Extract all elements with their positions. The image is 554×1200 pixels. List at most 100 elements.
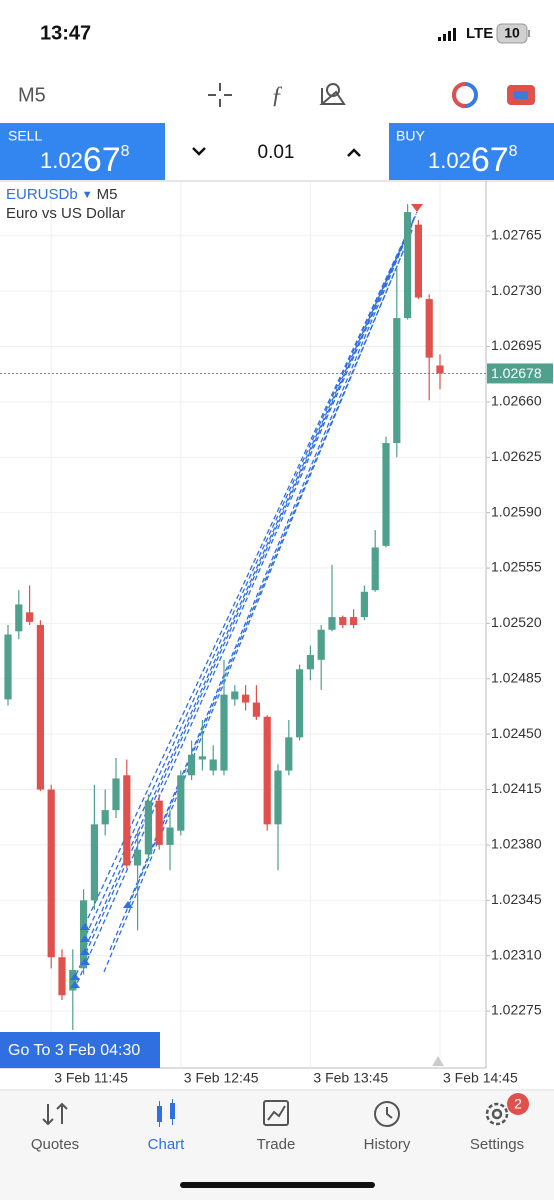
home-indicator (180, 1182, 375, 1188)
candle-body (166, 827, 174, 845)
y-tick-label: 1.02485 (491, 669, 542, 685)
status-time: 13:47 (40, 22, 91, 44)
y-tick-label: 1.02380 (491, 836, 542, 852)
y-tick-label: 1.02345 (491, 891, 542, 907)
y-tick-label: 1.02555 (491, 559, 542, 575)
y-tick-label: 1.02415 (491, 780, 542, 796)
candle-body (209, 759, 217, 771)
candle-body (112, 778, 120, 811)
candle-body (80, 900, 88, 969)
nav-item[interactable]: Chart (148, 1136, 186, 1153)
lot-size[interactable]: 0.01 (258, 142, 295, 163)
sell-price-main: 1.02 (40, 148, 83, 173)
y-tick-label: 1.02765 (491, 226, 542, 242)
one-click-icon[interactable] (452, 82, 478, 108)
candle-body (414, 224, 422, 298)
candle-body (220, 694, 228, 771)
battery-tip (528, 30, 530, 37)
candle-body (69, 969, 77, 991)
goto-button[interactable] (0, 1032, 160, 1068)
nav-item[interactable]: History (364, 1136, 411, 1153)
candle-body (155, 800, 163, 845)
y-tick-label: 1.02730 (491, 282, 542, 298)
x-tick-label: 3 Feb 13:45 (313, 1070, 388, 1086)
candle-body (123, 775, 131, 866)
y-tick-label: 1.02625 (491, 448, 542, 464)
buy-button[interactable] (389, 123, 554, 180)
y-tick-label: 1.02590 (491, 503, 542, 519)
candle-body (263, 716, 271, 825)
sell-price: 1.02678 (40, 141, 130, 179)
candle-body (393, 318, 401, 444)
buy-label: BUY (396, 128, 425, 144)
buy-price-small: 8 (509, 143, 518, 160)
candle-body (231, 691, 239, 700)
candle-body (47, 789, 55, 958)
candle-body (339, 617, 347, 625)
nav-item[interactable]: Trade (257, 1136, 296, 1153)
candle-body (360, 591, 368, 618)
timeframe-button[interactable]: M5 (18, 84, 46, 106)
y-tick-label: 1.02450 (491, 725, 542, 741)
buy-price: 1.02678 (428, 141, 518, 179)
candle-body (90, 824, 98, 901)
sell-arrow (411, 204, 423, 212)
candle-body (198, 756, 206, 760)
trade-arrows (70, 901, 133, 988)
indicators-icon[interactable]: ƒ (271, 83, 283, 109)
y-tick-label: 1.02660 (491, 393, 542, 409)
y-tick-label: 1.02520 (491, 614, 542, 630)
candle-body (404, 212, 412, 319)
current-price-box (487, 363, 553, 384)
candle-body (328, 617, 336, 630)
buy-price-main: 1.02 (428, 148, 471, 173)
history-icon (374, 1101, 400, 1127)
candles (4, 204, 444, 1031)
x-tick-label: 3 Feb 14:45 (443, 1070, 518, 1086)
objects-icon[interactable] (319, 83, 346, 105)
candle-body (242, 694, 250, 703)
nav-item[interactable]: Settings (470, 1136, 524, 1153)
badge-count: 2 (514, 1096, 522, 1112)
crosshair-icon[interactable] (208, 83, 232, 107)
candle-body (425, 299, 433, 358)
current-price-label: 1.02678 (491, 365, 542, 381)
sell-price-small: 8 (121, 143, 130, 160)
buy-price-big: 67 (471, 141, 509, 179)
candle-body (350, 617, 358, 625)
candle-body (101, 810, 109, 825)
candle-body (134, 849, 142, 866)
grid (0, 182, 486, 1068)
quotes-icon (42, 1102, 68, 1126)
battery-icon (496, 23, 528, 44)
signal-icon (438, 28, 456, 41)
candle-body (252, 702, 260, 717)
symbol-description: Euro vs US Dollar (6, 205, 125, 222)
sell-price-big: 67 (83, 141, 121, 179)
y-tick-label: 1.02275 (491, 1002, 542, 1018)
lot-decrease[interactable] (192, 147, 206, 156)
candle-body (382, 443, 390, 546)
battery-level: 10 (504, 25, 520, 41)
chart-timeframe: M5 (97, 186, 118, 203)
candle-body (436, 365, 444, 374)
symbol-name[interactable]: EURUSDb (6, 186, 78, 203)
network-label: LTE (466, 25, 493, 42)
trade-icon-nav (263, 1100, 289, 1126)
y-tick-label: 1.02310 (491, 946, 542, 962)
x-tick-label: 3 Feb 11:45 (54, 1070, 128, 1086)
chart-icon (157, 1099, 175, 1127)
trade-icon[interactable] (507, 85, 535, 105)
goto-label: Go To 3 Feb 04:30 (8, 1042, 140, 1059)
sell-button[interactable] (0, 123, 165, 180)
symbol-dropdown[interactable]: ▼ (82, 189, 93, 201)
nav-bar (0, 1090, 554, 1200)
candle-body (296, 669, 304, 738)
candle-body (4, 634, 12, 700)
lot-increase[interactable] (347, 148, 361, 157)
nav-item[interactable]: Quotes (31, 1136, 79, 1153)
candle-body (26, 612, 34, 622)
candle-body (15, 604, 23, 632)
candle-body (317, 629, 325, 660)
